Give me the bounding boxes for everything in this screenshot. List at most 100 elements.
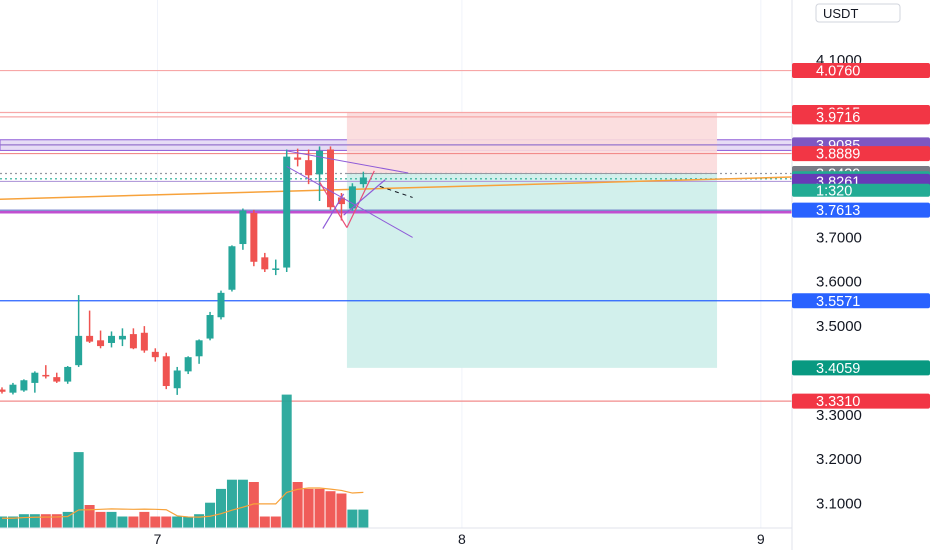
currency-badge: [815, 3, 901, 23]
candle-body: [173, 370, 181, 389]
volume-bar: [29, 514, 40, 528]
candle-body: [42, 374, 50, 377]
volume-bar: [95, 511, 106, 528]
volume-bar: [18, 514, 29, 528]
volume-bar: [172, 516, 183, 528]
volume-bar: [237, 479, 248, 528]
candle-body: [86, 335, 94, 342]
volume-bar: [51, 514, 62, 528]
price-badge-label: 3.8889: [816, 147, 860, 163]
candle-body: [272, 268, 280, 270]
candle-body: [195, 340, 203, 357]
time-tick-label: 9: [757, 531, 765, 547]
candles-layer: [0, 146, 367, 395]
candle-body: [151, 351, 159, 358]
volume-ma-line: [2, 487, 364, 519]
price-badge-label: 3.7613: [816, 203, 860, 219]
price-tick-label: 3.2000: [816, 451, 862, 468]
candle-body: [327, 149, 334, 208]
horizontal-lines-layer: [0, 69, 793, 402]
candle-body: [0, 389, 6, 392]
candle-body: [64, 366, 72, 382]
candle-body: [228, 246, 236, 290]
volume-bar: [161, 516, 172, 528]
price-badge-label: 4.0760: [816, 64, 860, 80]
candle-body: [140, 332, 148, 351]
volume-bar: [248, 482, 259, 528]
volume-bar: [106, 511, 117, 528]
volume-bar: [358, 509, 369, 528]
price-badge-4.0760: [792, 63, 930, 79]
volume-bar: [205, 502, 216, 528]
candle-body: [97, 340, 105, 347]
currency-label: USDT: [823, 6, 858, 21]
candle-body: [31, 372, 39, 383]
volume-bar: [62, 511, 73, 528]
volume-bar: [325, 491, 336, 528]
candle-body: [250, 212, 258, 262]
volume-bar: [281, 394, 292, 528]
candle-body: [206, 315, 214, 339]
candle-body: [337, 197, 345, 205]
wedge-upper-line: [286, 150, 409, 174]
price-badge-label: 3.3310: [816, 394, 860, 410]
price-badge-3.8889: [792, 146, 930, 162]
candle-body: [184, 357, 192, 372]
volume-bar: [194, 514, 205, 528]
wedge-lower-line: [286, 165, 413, 238]
drawings-layer: [286, 150, 413, 238]
volume-bar: [73, 452, 84, 528]
volume-bar: [7, 516, 18, 528]
volume-bar: [314, 488, 325, 528]
volume-bar: [270, 516, 281, 528]
price-tick-label: 3.5000: [816, 318, 862, 335]
candle-body: [20, 380, 28, 391]
pattern-line-pink-1: [319, 181, 348, 228]
price-badge-3.9716: [792, 109, 930, 125]
price-tick-label: 3.7000: [816, 229, 862, 246]
price-badge-3.7613: [792, 202, 930, 218]
volume-bar: [259, 516, 270, 528]
candle-body: [294, 157, 302, 160]
volume-bar: [216, 488, 226, 528]
price-badge-label: 3.5571: [816, 294, 860, 310]
pattern-line-pink-2: [346, 170, 375, 228]
volume-bar: [336, 493, 347, 528]
candle-body: [75, 335, 83, 366]
projection-dashed-line: [379, 185, 413, 198]
volume-bar: [226, 479, 237, 528]
price-badge-secondary: [792, 183, 930, 197]
position-profit-zone: [346, 173, 718, 368]
price-axis[interactable]: 4.20004.10003.70003.60003.50003.30003.20…: [791, 0, 930, 550]
candle-body: [239, 210, 247, 245]
candle-body: [316, 150, 324, 175]
volume-bar: [150, 516, 161, 528]
candle-body: [162, 356, 170, 387]
position-loss-zone: [346, 112, 718, 174]
volume-bar: [139, 511, 150, 528]
price-badge-secondary-label: 1:320: [816, 183, 852, 199]
price-tick-label: 3.3000: [816, 407, 862, 424]
volume-bar: [40, 514, 51, 528]
candle-body: [217, 292, 225, 318]
time-tick-label: 8: [458, 531, 466, 547]
volume-bar: [303, 488, 314, 528]
candle-body: [108, 335, 115, 343]
price-badge-label: 3.4059: [816, 361, 860, 377]
price-badge-3.5571: [792, 293, 930, 309]
time-axis[interactable]: 7 8 9: [0, 527, 792, 547]
price-tick-label: 3.6000: [816, 274, 862, 291]
price-badge-label: 3.9716: [816, 110, 860, 126]
candle-body: [9, 384, 17, 393]
price-badge-3.4059: [792, 360, 930, 376]
candle-body: [129, 334, 137, 349]
candle-body: [305, 160, 313, 176]
volume-bar: [117, 516, 128, 528]
volume-bar: [292, 482, 303, 528]
price-tick-label: 3.1000: [816, 496, 862, 513]
volume-bar: [183, 516, 194, 528]
pattern-line-violet-2: [343, 179, 386, 216]
volume-bar: [347, 509, 358, 528]
volume-bar: [0, 516, 7, 528]
